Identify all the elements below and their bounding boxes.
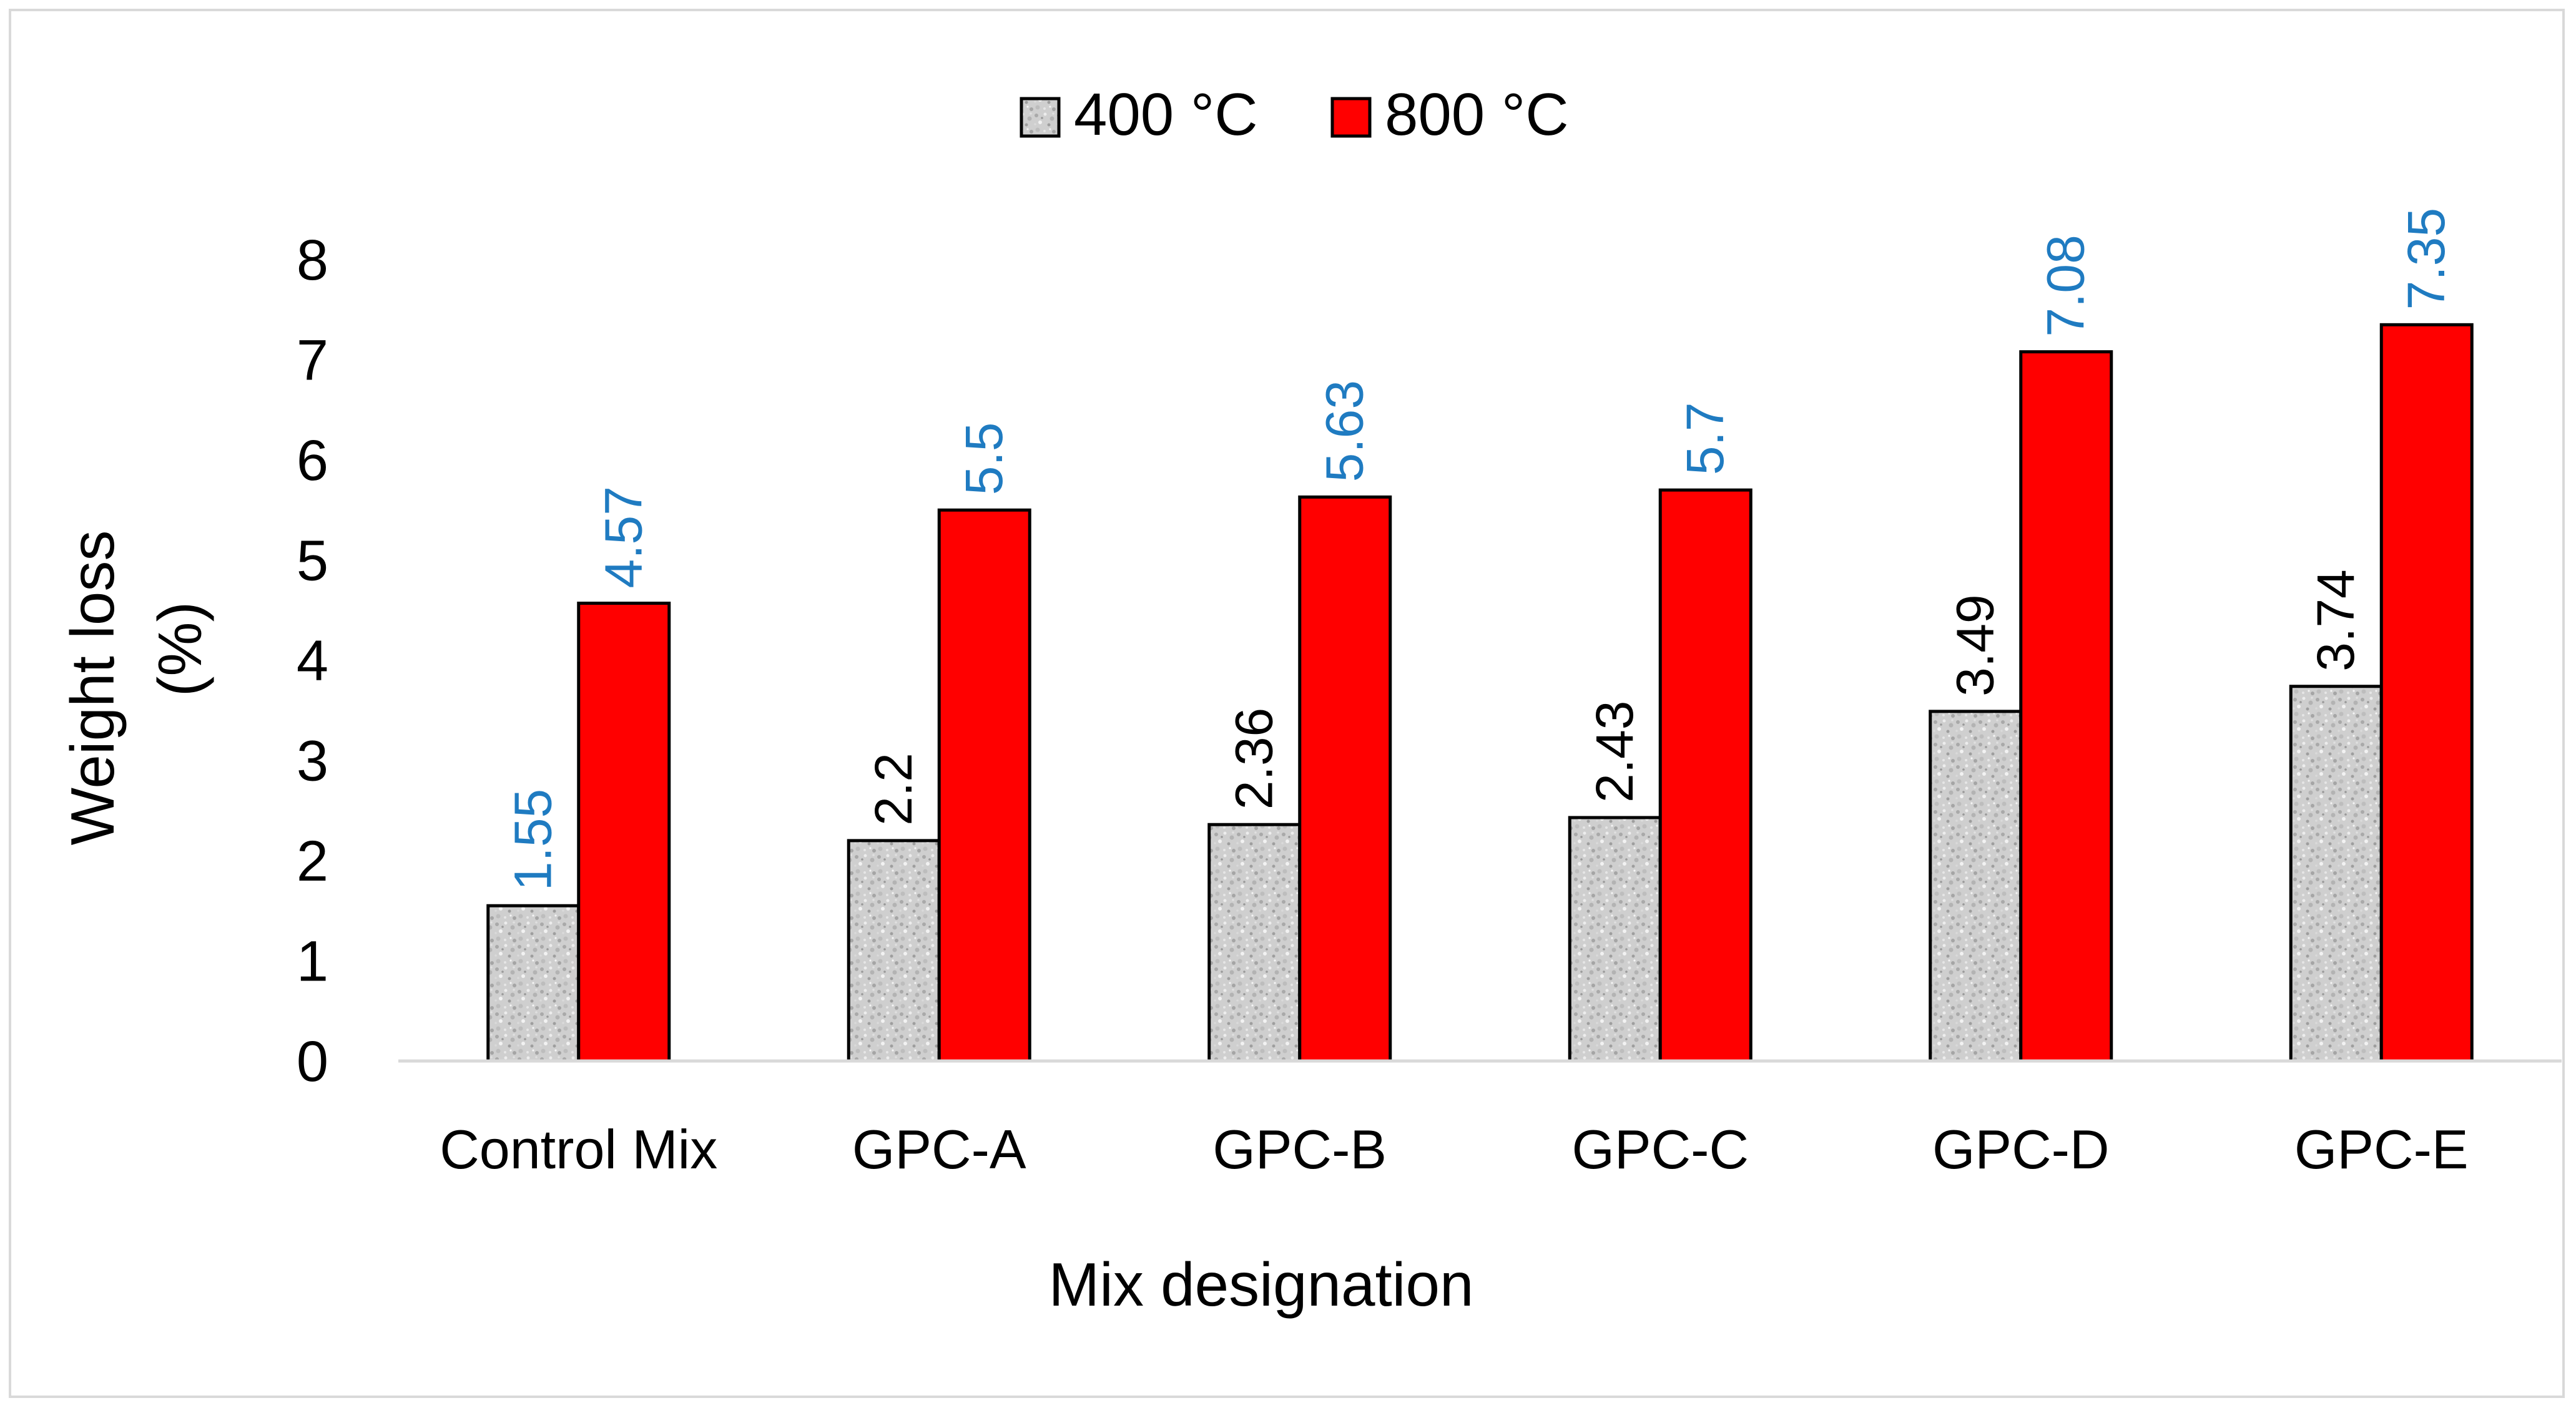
x-category-label: GPC-D: [1932, 1118, 2110, 1180]
data-label-400c: 3.74: [2306, 569, 2365, 672]
bar-800c: [1298, 495, 1392, 1063]
legend: 400 °C 800 °C: [1020, 81, 1569, 148]
data-label-400c: 3.49: [1945, 594, 2004, 697]
bar-400c: [486, 904, 581, 1063]
y-tick-label: 5: [297, 529, 328, 593]
bars: [486, 323, 2474, 1063]
data-label-800c: 5.5: [955, 422, 1013, 495]
y-axis-title-line1: Weight loss: [58, 530, 127, 846]
bar-400c: [1207, 823, 1302, 1063]
legend-item-400: 400 °C: [1020, 81, 1258, 148]
category-labels: Control Mix GPC-A GPC-B GPC-C GPC-D GPC-E: [440, 1118, 2468, 1180]
data-labels: 1.55 4.57 2.2 5.5 2.36 5.63 2.43 5.7 3.49 7.08 3.7…: [503, 208, 2456, 891]
legend-swatch-400: [1020, 97, 1061, 138]
x-axis-title: Mix designation: [1049, 1250, 1474, 1319]
legend-label-800: 800 °C: [1385, 81, 1569, 148]
x-category-label: GPC-A: [852, 1118, 1026, 1180]
data-label-800c: 7.08: [2036, 235, 2095, 337]
legend-item-800: 800 °C: [1330, 81, 1569, 148]
data-label-400c: 2.43: [1585, 700, 1644, 803]
data-label-800c: 4.57: [594, 486, 652, 589]
bar-400c: [847, 839, 941, 1063]
x-category-label: Control Mix: [440, 1118, 717, 1180]
bar-400c: [1929, 710, 2023, 1063]
y-tick-label: 0: [297, 1030, 328, 1093]
data-label-800c: 7.35: [2397, 208, 2456, 310]
data-label-400c: 1.55: [503, 789, 562, 891]
x-category-label: GPC-E: [2294, 1118, 2469, 1180]
bar-800c: [577, 602, 671, 1063]
y-tick-label: 8: [297, 228, 328, 292]
legend-label-400: 400 °C: [1074, 81, 1258, 148]
y-tick-label: 4: [297, 629, 328, 693]
y-tick-label: 2: [297, 829, 328, 893]
chart-frame: [9, 9, 2565, 1398]
bar-800c: [2019, 350, 2113, 1063]
legend-swatch-800: [1330, 97, 1372, 138]
bar-800c: [937, 508, 1031, 1063]
y-axis-title-line2: (%): [145, 602, 214, 697]
data-label-800c: 5.7: [1676, 402, 1734, 475]
data-label-400c: 2.2: [864, 753, 923, 826]
x-category-label: GPC-B: [1212, 1118, 1387, 1180]
y-tick-label: 6: [297, 429, 328, 492]
bar-400c: [1568, 816, 1662, 1063]
y-tick-label: 7: [297, 329, 328, 393]
data-label-400c: 2.36: [1224, 708, 1283, 810]
y-tick-label: 3: [297, 730, 328, 793]
x-category-label: GPC-C: [1571, 1118, 1749, 1180]
bar-400c: [2289, 685, 2383, 1063]
data-label-800c: 5.63: [1315, 380, 1374, 482]
y-axis-tick-labels: 0 1 2 3 4 5 6 7 8: [297, 228, 328, 1093]
bar-800c: [2379, 323, 2474, 1063]
bar-800c: [1658, 488, 1753, 1063]
y-tick-label: 1: [297, 930, 328, 994]
